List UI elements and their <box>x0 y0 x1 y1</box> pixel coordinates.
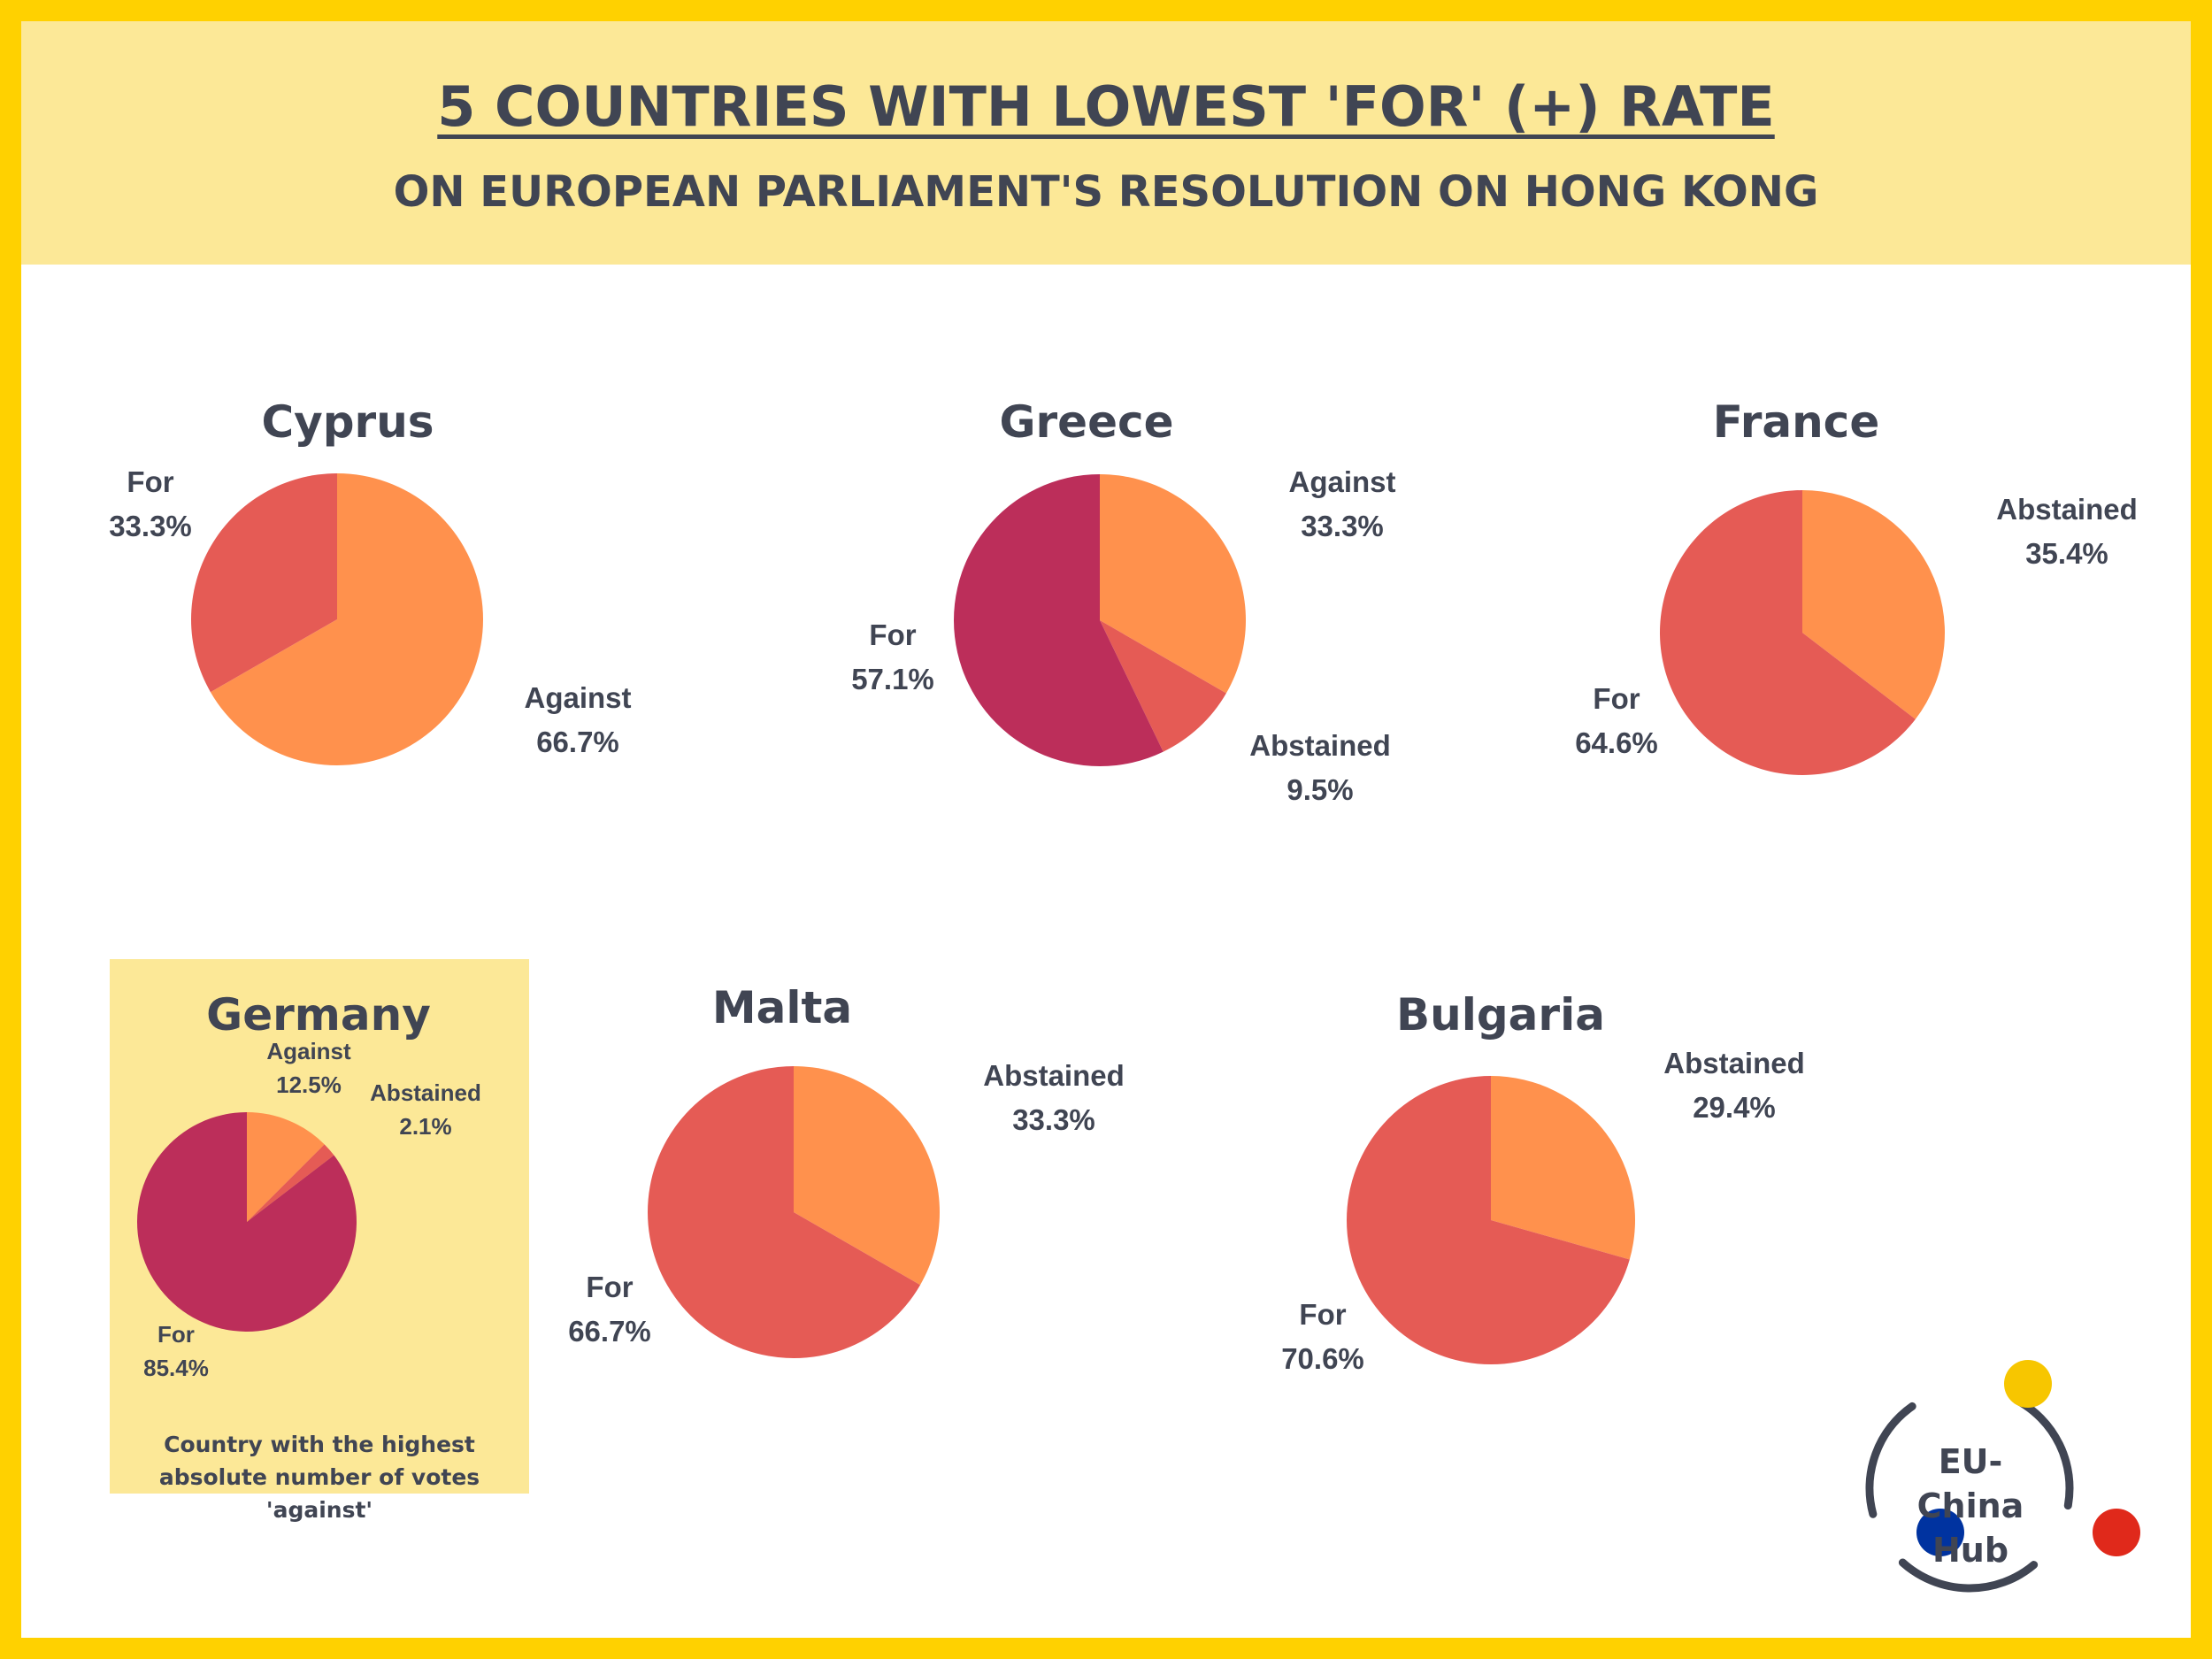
logo-arc <box>2012 1395 2074 1510</box>
bulgaria-label-for: For 70.6% <box>1281 1298 1364 1375</box>
slice-name: Abstained <box>1249 729 1391 762</box>
slice-percent: 2.1% <box>399 1113 451 1140</box>
malta-slice-for <box>648 1066 921 1358</box>
slice-name: Abstained <box>1996 493 2138 526</box>
logo-line-1: EU-China <box>1916 1442 2024 1525</box>
cyprus-slice-against <box>210 473 483 765</box>
slice-name: For <box>157 1321 195 1348</box>
sub-title: ON EUROPEAN PARLIAMENT'S RESOLUTION ON H… <box>393 167 1819 217</box>
slice-name: Against <box>266 1038 351 1064</box>
logo-yellow-dot <box>2004 1360 2052 1408</box>
france-title: France <box>1713 396 1880 448</box>
slice-percent: 29.4% <box>1693 1091 1776 1124</box>
malta-label-for: For 66.7% <box>568 1271 651 1348</box>
cyprus-label-against: Against 66.7% <box>524 681 631 758</box>
france-label-for: For 64.6% <box>1575 682 1658 759</box>
greece-slice-for <box>953 474 1164 766</box>
malta-title: Malta <box>712 982 852 1033</box>
slice-percent: 66.7% <box>568 1315 651 1348</box>
greece-slice-against <box>1100 474 1246 694</box>
slice-percent: 35.4% <box>2025 537 2108 570</box>
malta-slice-abstained <box>794 1066 940 1286</box>
bulgaria-slice-for <box>1347 1076 1630 1364</box>
slice-percent: 64.6% <box>1575 726 1658 759</box>
slice-percent: 33.3% <box>109 510 192 542</box>
france-label-abstained: Abstained 35.4% <box>1996 493 2138 570</box>
bulgaria-slice-abstained <box>1491 1076 1636 1260</box>
slice-name: Abstained <box>1663 1047 1805 1079</box>
slice-percent: 85.4% <box>143 1355 209 1381</box>
slice-name: For <box>586 1271 633 1303</box>
slice-name: For <box>1299 1298 1346 1331</box>
germany-slice-against <box>247 1112 325 1222</box>
greece-slice-abstained <box>1100 620 1226 752</box>
bulgaria-pie: Bulgaria Abstained 29.4% For 70.6% <box>1281 989 1805 1375</box>
slice-name: Abstained <box>370 1079 481 1106</box>
germany-note: Country with the highest absolute number… <box>158 1432 480 1523</box>
slice-percent: 57.1% <box>851 663 934 695</box>
slice-percent: 9.5% <box>1286 773 1353 806</box>
header-banner: 5 COUNTRIES WITH LOWEST 'FOR' (+) RATE O… <box>21 21 2191 265</box>
slice-name: For <box>869 618 916 651</box>
france-slice-abstained <box>1802 490 1945 719</box>
germany-slice-abstained <box>247 1144 334 1222</box>
slice-percent: 12.5% <box>276 1071 342 1098</box>
germany-label-for: For 85.4% <box>143 1321 209 1381</box>
greece-label-for: For 57.1% <box>851 618 934 695</box>
cyprus-title: Cyprus <box>261 396 434 448</box>
france-pie: France Abstained 35.4% For 64.6% <box>1575 396 2138 775</box>
slice-name: For <box>127 465 173 498</box>
greece-label-against: Against 33.3% <box>1288 465 1395 542</box>
greece-pie: Greece Against 33.3% Abstained 9.5% For 57.1% <box>851 396 1395 806</box>
slice-percent: 66.7% <box>536 726 619 758</box>
pie-charts: Cyprus Against 66.7% For 33.3% Greece Against 3… <box>109 396 2140 1593</box>
infographic-frame: 5 COUNTRIES WITH LOWEST 'FOR' (+) RATE O… <box>21 21 2191 1638</box>
germany-label-abstained: Abstained 2.1% <box>370 1079 481 1140</box>
logo-arc <box>1865 1402 1916 1518</box>
greece-title: Greece <box>999 396 1173 448</box>
logo-text: EU-China Hub <box>1895 1440 2046 1572</box>
germany-title: Germany <box>206 989 431 1041</box>
slice-percent: 33.3% <box>1301 510 1384 542</box>
germany-label-against: Against 12.5% <box>266 1038 351 1098</box>
logo-line-2: Hub <box>1932 1531 2009 1570</box>
slice-percent: 33.3% <box>1012 1103 1095 1136</box>
malta-pie: Malta Abstained 33.3% For 66.7% <box>568 982 1125 1358</box>
logo-blue-dot <box>1916 1509 1964 1556</box>
germany-slice-for <box>137 1112 357 1332</box>
cyprus-label-for: For 33.3% <box>109 465 192 542</box>
logo-arc <box>1898 1558 2039 1593</box>
slice-percent: 70.6% <box>1281 1342 1364 1375</box>
slice-name: Abstained <box>983 1059 1125 1092</box>
bulgaria-label-abstained: Abstained 29.4% <box>1663 1047 1805 1124</box>
main-title: 5 COUNTRIES WITH LOWEST 'FOR' (+) RATE <box>437 74 1775 139</box>
cyprus-slice-for <box>190 473 337 693</box>
slice-name: For <box>1593 682 1640 715</box>
cyprus-pie: Cyprus Against 66.7% For 33.3% <box>109 396 632 765</box>
bulgaria-title: Bulgaria <box>1396 989 1605 1041</box>
malta-label-abstained: Abstained 33.3% <box>983 1059 1125 1136</box>
greece-label-abstained: Abstained 9.5% <box>1249 729 1391 806</box>
eu-china-hub-logo <box>1865 1360 2140 1593</box>
france-slice-for <box>1660 490 1916 775</box>
logo-red-dot <box>2093 1509 2140 1556</box>
slice-name: Against <box>524 681 631 714</box>
slice-name: Against <box>1288 465 1395 498</box>
